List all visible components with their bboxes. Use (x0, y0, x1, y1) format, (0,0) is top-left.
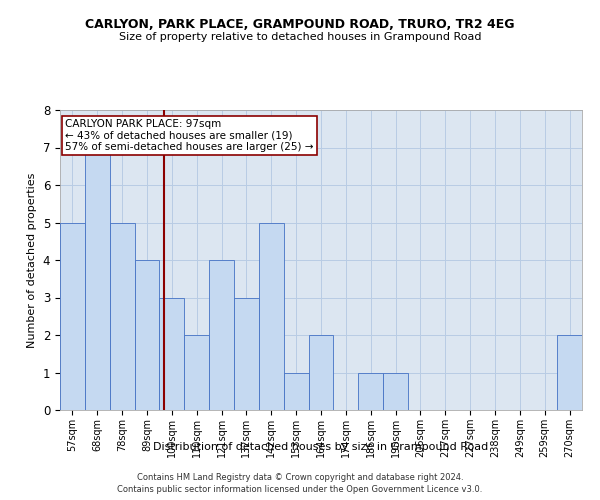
Bar (557, 335, 582, 410)
Text: Distribution of detached houses by size in Grampound Road: Distribution of detached houses by size … (154, 442, 488, 452)
Bar (160, 298, 184, 410)
Bar (234, 298, 259, 410)
Bar (284, 372, 308, 410)
Bar (383, 372, 408, 410)
Bar (134, 260, 160, 410)
Text: Contains public sector information licensed under the Open Government Licence v3: Contains public sector information licen… (118, 485, 482, 494)
Bar (85, 148, 110, 410)
Text: Contains HM Land Registry data © Crown copyright and database right 2024.: Contains HM Land Registry data © Crown c… (137, 472, 463, 482)
Bar (184, 335, 209, 410)
Bar (259, 222, 284, 410)
Bar (60, 222, 85, 410)
Text: CARLYON PARK PLACE: 97sqm
← 43% of detached houses are smaller (19)
57% of semi-: CARLYON PARK PLACE: 97sqm ← 43% of detac… (65, 119, 314, 152)
Bar (110, 222, 134, 410)
Bar (209, 260, 234, 410)
Y-axis label: Number of detached properties: Number of detached properties (27, 172, 37, 348)
Bar (358, 372, 383, 410)
Text: CARLYON, PARK PLACE, GRAMPOUND ROAD, TRURO, TR2 4EG: CARLYON, PARK PLACE, GRAMPOUND ROAD, TRU… (85, 18, 515, 30)
Text: Size of property relative to detached houses in Grampound Road: Size of property relative to detached ho… (119, 32, 481, 42)
Bar (308, 335, 334, 410)
